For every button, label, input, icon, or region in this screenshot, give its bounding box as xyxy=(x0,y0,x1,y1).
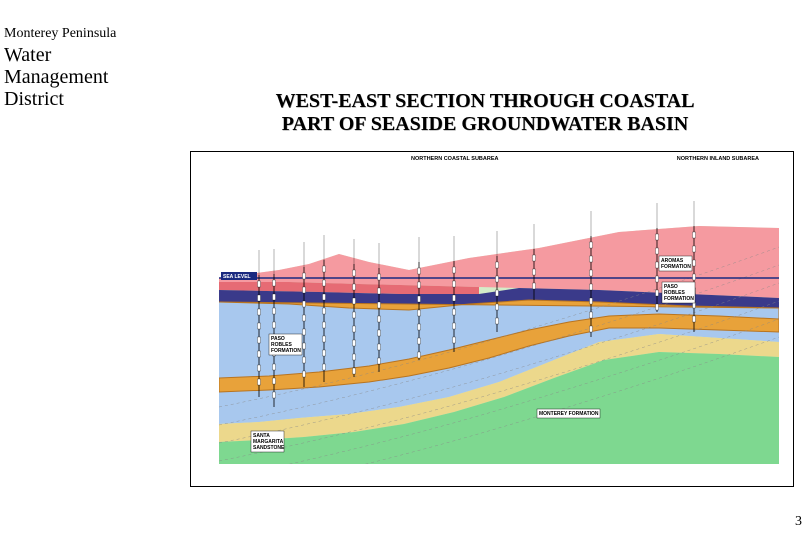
svg-text:MONTEREY FORMATION: MONTEREY FORMATION xyxy=(539,411,599,417)
subarea-label-left: NORTHERN COASTAL SUBAREA xyxy=(411,156,499,162)
svg-text:FORMATION: FORMATION xyxy=(664,296,694,302)
org-subtitle: Monterey Peninsula xyxy=(0,0,160,44)
cross-section-chart: SEA LEVELAROMASFORMATIONPASOROBLESFORMAT… xyxy=(219,182,779,464)
cross-section-frame: NORTHERN COASTAL SUBAREA NORTHERN INLAND… xyxy=(190,151,794,487)
section-title: WEST-EAST SECTION THROUGH COASTAL PART O… xyxy=(160,0,810,136)
svg-text:SEA LEVEL: SEA LEVEL xyxy=(223,274,251,280)
title-line2: PART OF SEASIDE GROUNDWATER BASIN xyxy=(160,113,810,136)
subarea-label-right: NORTHERN INLAND SUBAREA xyxy=(677,156,759,162)
title-line1: WEST-EAST SECTION THROUGH COASTAL xyxy=(160,90,810,113)
svg-text:FORMATION: FORMATION xyxy=(661,264,691,270)
sidebar: Monterey Peninsula WaterManagementDistri… xyxy=(0,0,160,540)
org-title: WaterManagementDistrict xyxy=(0,44,160,110)
page-number: 3 xyxy=(795,514,802,530)
svg-text:FORMATION: FORMATION xyxy=(271,348,301,354)
svg-text:SANDSTONE: SANDSTONE xyxy=(253,445,285,451)
